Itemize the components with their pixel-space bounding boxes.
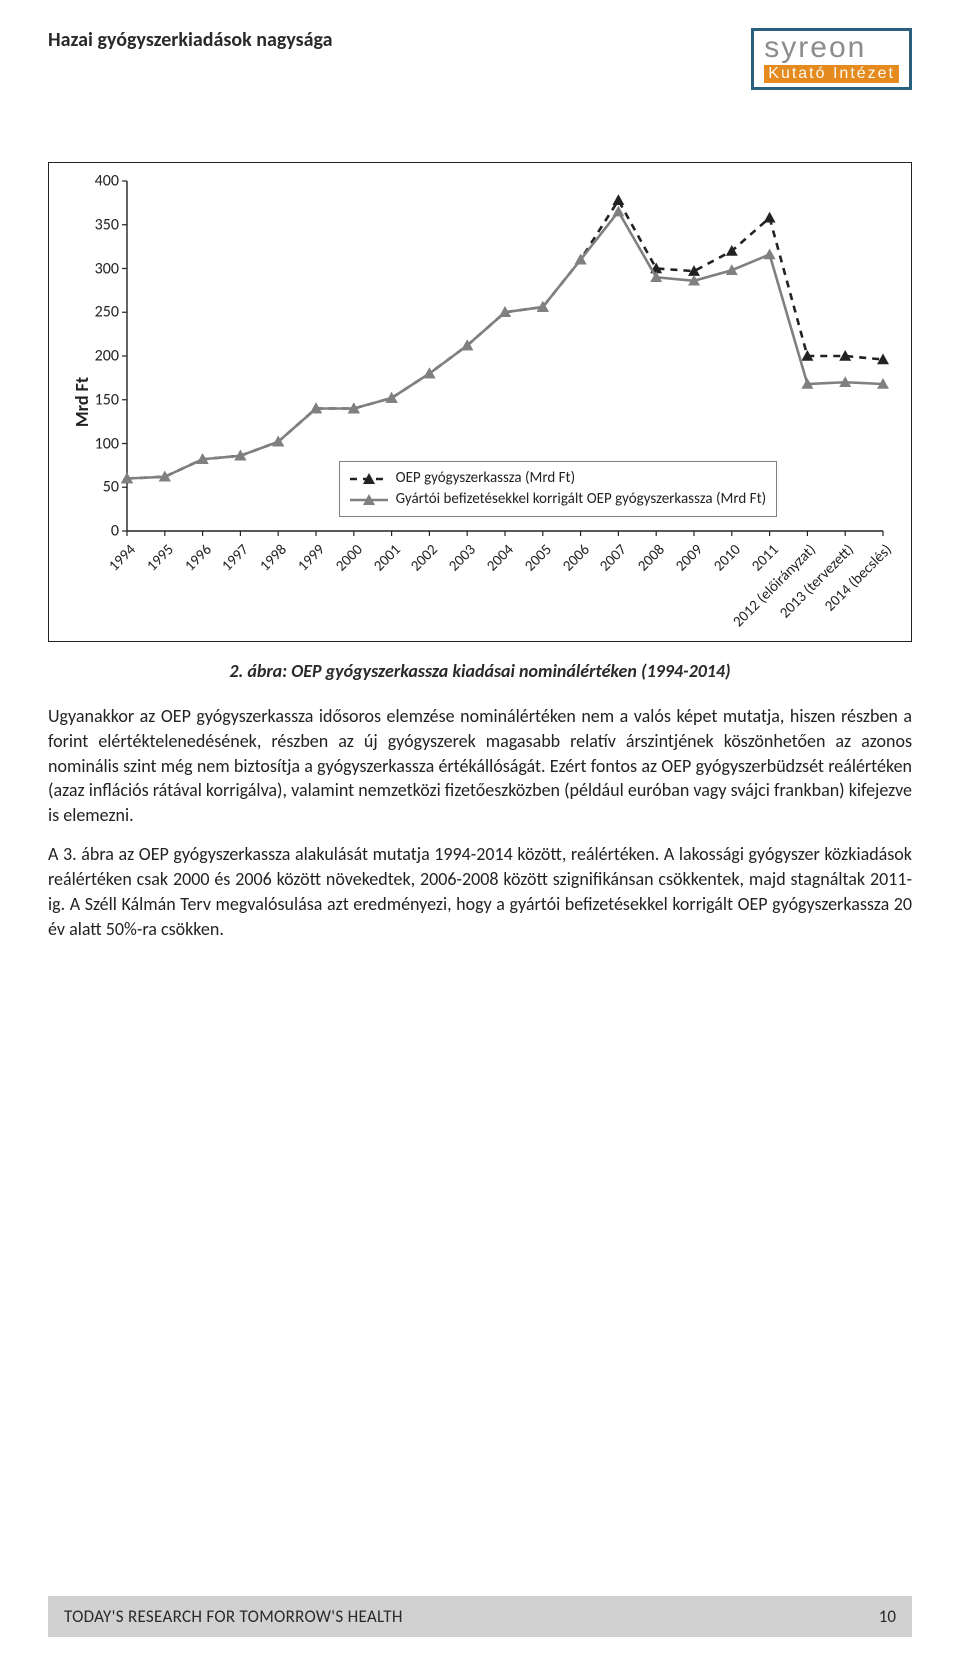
y-tick-label: 100 — [83, 434, 119, 453]
paragraph: A 3. ábra az OEP gyógyszerkassza alakulá… — [48, 842, 912, 941]
x-tick-label: 2009 — [672, 541, 706, 575]
figure-caption: 2. ábra: OEP gyógyszerkassza kiadásai no… — [48, 660, 912, 682]
page-title: Hazai gyógyszerkiadások nagysága — [48, 28, 333, 52]
page-number: 10 — [879, 1606, 896, 1627]
y-tick-label: 200 — [83, 347, 119, 366]
legend-item: OEP gyógyszerkassza (Mrd Ft) — [350, 468, 766, 489]
legend-label: OEP gyógyszerkassza (Mrd Ft) — [396, 468, 575, 489]
legend-label: Gyártói befizetésekkel korrigált OEP gyó… — [396, 489, 766, 510]
x-tick-label: 1996 — [181, 541, 215, 575]
y-tick-label: 150 — [83, 390, 119, 409]
y-tick-labels: 050100150200250300350400 — [87, 181, 123, 531]
plot-area: OEP gyógyszerkassza (Mrd Ft)Gyártói befi… — [127, 181, 883, 531]
logo-sub-text: Kutató Intézet — [764, 65, 899, 83]
x-tick-labels: 1994199519961997199819992000200120022003… — [127, 533, 883, 641]
x-tick-label: 2006 — [559, 541, 593, 575]
paragraph: Ugyanakkor az OEP gyógyszerkassza idősor… — [48, 704, 912, 828]
y-tick-label: 300 — [83, 259, 119, 278]
x-tick-label: 1999 — [294, 541, 328, 575]
x-tick-label: 1995 — [143, 541, 177, 575]
body-text: Ugyanakkor az OEP gyógyszerkassza idősor… — [48, 704, 912, 941]
footer-text: TODAY'S RESEARCH FOR TOMORROW'S HEALTH — [64, 1606, 403, 1627]
y-tick-label: 50 — [83, 478, 119, 497]
y-tick-label: 250 — [83, 303, 119, 322]
logo-main-text: syreon — [764, 33, 899, 63]
x-tick-label: 2000 — [332, 541, 366, 575]
x-tick-label: 1994 — [105, 541, 139, 575]
y-tick-label: 350 — [83, 215, 119, 234]
page-footer: TODAY'S RESEARCH FOR TOMORROW'S HEALTH 1… — [48, 1596, 912, 1637]
logo: syreon Kutató Intézet — [751, 28, 912, 90]
x-tick-label: 2001 — [370, 541, 404, 575]
x-tick-label: 2002 — [408, 541, 442, 575]
x-tick-label: 2005 — [521, 541, 555, 575]
legend: OEP gyógyszerkassza (Mrd Ft)Gyártói befi… — [339, 461, 777, 517]
x-tick-label: 1997 — [219, 541, 253, 575]
chart-container: Mrd Ft 050100150200250300350400 OEP gyóg… — [48, 162, 912, 642]
x-tick-label: 1998 — [257, 541, 291, 575]
y-tick-label: 0 — [83, 522, 119, 541]
x-tick-label: 2003 — [446, 541, 480, 575]
y-tick-label: 400 — [83, 172, 119, 191]
x-tick-label: 2008 — [635, 541, 669, 575]
x-tick-label: 2007 — [597, 541, 631, 575]
x-tick-label: 2004 — [483, 541, 517, 575]
legend-item: Gyártói befizetésekkel korrigált OEP gyó… — [350, 489, 766, 510]
x-tick-label: 2010 — [710, 541, 744, 575]
